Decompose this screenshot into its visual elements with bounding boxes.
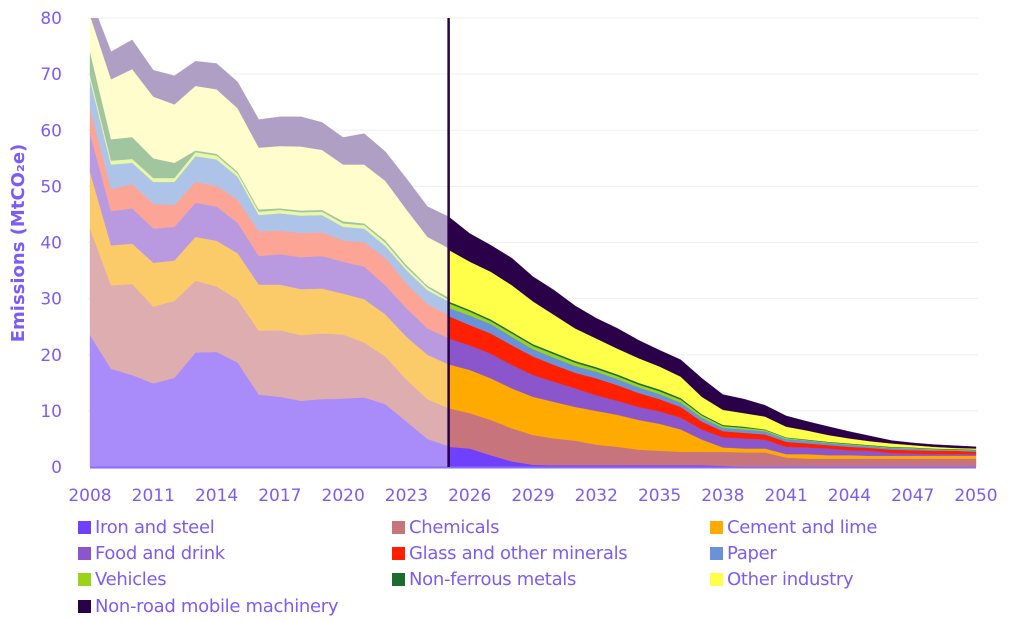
legend-label: Iron and steel — [95, 517, 215, 538]
y-tick-labels: 0 10 20 30 40 50 60 70 80 — [40, 9, 62, 478]
legend-swatch — [78, 600, 91, 613]
legend-item-other-industry: Other industry — [710, 569, 854, 590]
legend-item-iron-and-steel: Iron and steel — [78, 517, 215, 538]
x-tick-label: 2038 — [701, 486, 744, 506]
y-tick-label: 80 — [40, 9, 62, 29]
legend-swatch — [710, 521, 723, 534]
legend-swatch — [710, 547, 723, 560]
y-tick-label: 10 — [40, 402, 62, 422]
areas — [89, 18, 977, 468]
x-tick-label: 2050 — [954, 486, 997, 506]
legend-item-cement-and-lime: Cement and lime — [710, 517, 877, 538]
legend-label: Vehicles — [95, 569, 167, 590]
x-tick-labels: 2008 2011 2014 2017 2020 2023 2026 2029 2032 2035… — [68, 486, 997, 506]
y-tick-label: 0 — [51, 458, 62, 478]
y-tick-label: 30 — [40, 290, 62, 310]
legend-label: Other industry — [727, 569, 854, 590]
x-tick-label: 2011 — [132, 486, 175, 506]
y-tick-label: 40 — [40, 234, 62, 254]
x-tick-label: 2008 — [68, 486, 111, 506]
legend-swatch — [78, 573, 91, 586]
legend-label: Food and drink — [95, 543, 225, 564]
legend-swatch — [78, 547, 91, 560]
x-tick-label: 2029 — [511, 486, 554, 506]
legend-swatch — [78, 521, 91, 534]
y-tick-label: 60 — [40, 121, 62, 141]
legend-label: Cement and lime — [727, 517, 878, 538]
x-tick-label: 2017 — [258, 486, 301, 506]
x-tick-label: 2023 — [385, 486, 428, 506]
x-tick-label: 2014 — [195, 486, 238, 506]
legend-item-glass-and-other-minerals: Glass and other minerals — [392, 543, 628, 564]
legend-item-vehicles: Vehicles — [78, 569, 167, 590]
legend-label: Non-ferrous metals — [409, 569, 577, 590]
x-tick-label: 2044 — [828, 486, 871, 506]
y-tick-label: 70 — [40, 65, 62, 85]
legend-label: Chemicals — [409, 517, 500, 538]
legend-item-non-road-mobile-machinery: Non-road mobile machinery — [78, 596, 339, 617]
legend-swatch — [392, 573, 405, 586]
legend-item-food-and-drink: Food and drink — [78, 543, 225, 564]
legend-item-paper: Paper — [710, 543, 777, 564]
x-tick-label: 2026 — [448, 486, 491, 506]
y-tick-label: 20 — [40, 346, 62, 366]
y-tick-label: 50 — [40, 177, 62, 197]
legend-swatch — [392, 547, 405, 560]
legend-swatch — [710, 573, 723, 586]
x-tick-label: 2035 — [638, 486, 681, 506]
x-tick-label: 2047 — [891, 486, 934, 506]
legend-swatch — [392, 521, 405, 534]
legend-label: Non-road mobile machinery — [95, 596, 339, 617]
x-tick-label: 2032 — [575, 486, 618, 506]
legend-item-chemicals: Chemicals — [392, 517, 500, 538]
y-axis-label: Emissions (MtCO₂e) — [8, 144, 29, 343]
x-tick-label: 2020 — [322, 486, 365, 506]
projection-area-non-road-mobile-machinery — [448, 216, 977, 449]
x-tick-label: 2041 — [765, 486, 808, 506]
legend-item-non-ferrous-metals: Non-ferrous metals — [392, 569, 576, 590]
legend-label: Paper — [727, 543, 777, 564]
legend-label: Glass and other minerals — [409, 543, 628, 564]
